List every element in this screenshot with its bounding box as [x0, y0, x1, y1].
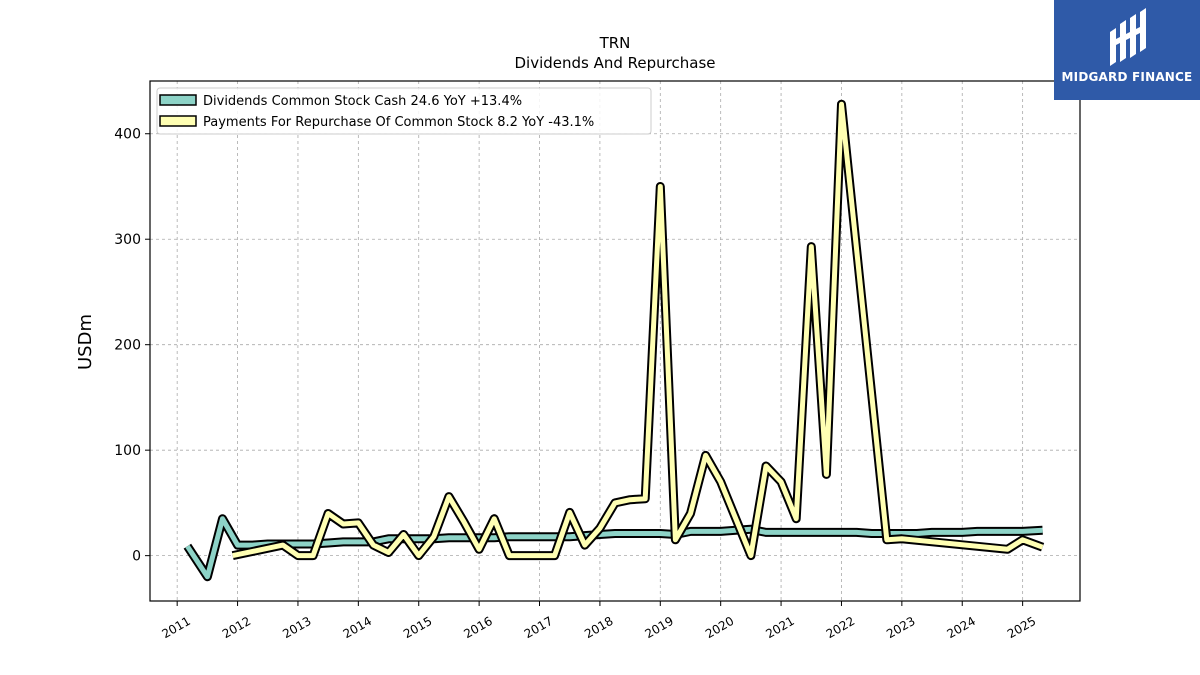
x-tick-label: 2021 — [763, 614, 796, 641]
x-tick-label: 2012 — [220, 614, 253, 641]
legend-swatch — [159, 94, 197, 106]
grid — [150, 81, 1080, 601]
brand-logo: MIDGARD FINANCE — [1054, 0, 1200, 100]
y-tick-label: 200 — [114, 338, 141, 354]
x-tick-label: 2013 — [280, 614, 313, 641]
chart-subtitle: Dividends And Repurchase — [514, 54, 715, 72]
x-tick-label: 2014 — [341, 614, 374, 641]
series-1-outline — [231, 99, 1045, 561]
series-lines — [183, 99, 1045, 582]
series-1-line — [232, 101, 1044, 559]
legend-label: Dividends Common Stock Cash 24.6 YoY +13… — [203, 94, 522, 109]
logo-text: MIDGARD FINANCE — [1061, 70, 1193, 84]
legend: Dividends Common Stock Cash 24.6 YoY +13… — [156, 87, 652, 135]
x-tick-label: 2019 — [643, 614, 676, 641]
legend-swatch — [159, 115, 197, 127]
x-tick-label: 2024 — [945, 614, 978, 641]
logo-mark-icon — [1110, 8, 1146, 66]
series-0-line — [185, 516, 1043, 580]
x-tick-label: 2025 — [1005, 614, 1038, 641]
x-tick-label: 2018 — [582, 614, 615, 641]
y-tick-label: 400 — [114, 127, 141, 143]
legend-label: Payments For Repurchase Of Common Stock … — [203, 115, 594, 130]
x-tick-label: 2016 — [461, 614, 494, 641]
chart-title: TRN — [599, 34, 631, 52]
y-tick-label: 300 — [114, 232, 141, 248]
axis-ticks: 0 100 200 300 400 2011 2012 2013 2014 2015 2016 201… — [114, 127, 1038, 641]
y-tick-label: 0 — [132, 549, 141, 565]
x-tick-label: 2011 — [159, 614, 192, 641]
legend-box — [156, 87, 652, 135]
y-axis-label: USDm — [75, 314, 96, 370]
plot-frame — [149, 80, 1081, 602]
x-tick-label: 2015 — [401, 614, 434, 641]
y-tick-label: 100 — [114, 443, 141, 459]
x-tick-label: 2017 — [522, 614, 555, 641]
x-tick-label: 2020 — [703, 614, 736, 641]
x-tick-label: 2023 — [884, 614, 917, 641]
x-tick-label: 2022 — [824, 614, 857, 641]
